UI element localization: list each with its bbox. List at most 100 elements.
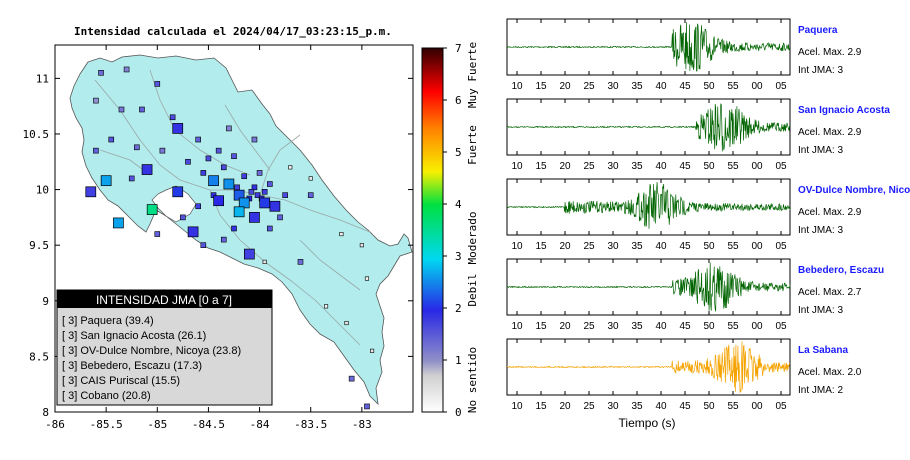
station-marker-small [93,97,99,104]
waveform-tick-label: 20 [559,241,571,252]
waveform-tick-label: 50 [703,161,715,172]
station-marker-small [231,153,237,160]
map-x-axis: -86 -85.5 -85 -84.5 -84 -83.5 -83 [45,45,372,431]
waveform-tick-label: 30 [607,81,619,92]
map-y-axis: 8 8.5 9 9.5 10 10.5 11 [23,72,413,419]
station-marker-small [93,147,99,154]
legend-entries: [ 3] Paquera (39.4) [ 3] San Ignacio Acos… [62,315,241,402]
waveform-tick-label: 05 [775,241,787,252]
waveform-tick-label: 55 [727,81,739,92]
station-marker-small [359,243,364,248]
waveform-tick-label: 40 [655,401,667,412]
station-marker-small [220,236,227,243]
station-accel: Acel. Max. 2.9 [798,47,862,58]
station-name: Bebedero, Escazu [798,265,884,276]
station-marker-small [118,106,125,113]
station-marker-small [262,259,267,264]
waveform-tick-label: 00 [751,81,763,92]
station-marker [85,186,97,198]
waveform-xlabel: Tiempo (s) [619,416,676,430]
station-marker [213,195,225,207]
waveform-tick-label: 05 [775,401,787,412]
station-marker [238,197,250,209]
station-jma: Int JMA: 3 [798,65,843,76]
colorbar-labels: No sentido Debil Moderado Fuerte Muy Fuerte [466,42,479,413]
station-marker-small [344,320,349,326]
waveform-tick-label: 40 [655,161,667,172]
station-marker [208,175,219,187]
colorbar-label: Fuerte [466,125,479,165]
waveform-tick-label: 20 [559,81,571,92]
waveform-tick-label: 15 [535,241,547,252]
waveform-tick-label: 25 [583,161,595,172]
station-marker [100,175,112,187]
station-marker [223,178,235,190]
station-marker-small [185,158,191,165]
map-x-tick-label: -83 [352,418,372,431]
waveform-tick-label: 45 [679,401,691,412]
station-name: Paquera [798,25,838,36]
legend-box [56,289,273,406]
colorbar-tick-label: 3 [455,250,462,263]
station-marker [141,164,153,175]
station-marker-small [248,189,255,195]
waveform-tick-label: 25 [583,321,595,332]
map-y-tick-label: 8 [42,406,49,419]
station-name: La Sabana [798,345,848,356]
gulf-of-nicoya [151,185,197,223]
waveform-tick-label: 25 [583,81,595,92]
map-x-tick-label: -85 [147,418,167,431]
land-area [69,54,413,406]
station-marker-small [308,176,313,181]
intensity-legend: INTENSIDAD JMA [0 a 7] [ 3] Paquera (39.… [56,289,273,406]
station-jma: Int JMA: 3 [798,225,843,236]
station-marker-small [139,106,145,113]
map-y-tick-label: 9.5 [29,239,49,252]
intensity-colorbar: 0 1 2 3 4 5 6 7 No sentido Debil Moderado Fuerte Mu… [421,42,479,419]
waveform-tick-label: 10 [511,401,523,412]
map-x-tick-label: -84.5 [192,418,225,431]
waveform-tick-label: 35 [631,241,643,252]
waveform-trace: 10 15 20 25 30 35 40 45 50 55 00 05 San Ignacio Acos… [506,98,890,172]
waveform-line [506,103,791,152]
station-marker [269,200,281,212]
legend-header [57,290,272,308]
waveform-tick-label: 15 [535,321,547,332]
colorbar-tick-label: 5 [455,146,462,159]
colorbar-label: No sentido [466,347,479,413]
station-marker-small [307,192,314,198]
waveform-tick-label: 25 [583,241,595,252]
waveform-tick-label: 45 [679,321,691,332]
station-marker-small [220,164,227,171]
waveform-tick-label: 15 [535,81,547,92]
colorbar-tick-label: 0 [455,406,462,419]
station-marker-small [200,242,207,248]
waveform-tick-label: 45 [679,81,691,92]
station-marker-small [134,144,140,151]
waveform-trace: 10 15 20 25 30 35 40 45 50 55 00 05 Paquera Acel. Max… [506,18,862,92]
waveform-tick-label: 55 [727,401,739,412]
station-marker-small [128,175,135,182]
station-marker [146,204,158,215]
legend-entry: [ 3] CAIS Puriscal (15.5) [62,375,180,387]
station-marker-small [348,375,355,382]
station-name: OV-Dulce Nombre, Nicoya [798,185,910,196]
station-marker-small [282,192,288,198]
waveform-tick-label: 40 [655,241,667,252]
waveform-tick-label: 30 [607,321,619,332]
station-marker-small [256,170,263,176]
waveform-tick-label: 50 [703,321,715,332]
station-marker-small [254,192,261,198]
waveform-tick-label: 05 [775,321,787,332]
legend-entry: [ 3] Paquera (39.4) [62,315,154,327]
station-marker-small [324,304,329,309]
station-marker-small [205,155,212,162]
station-marker-small [364,276,370,281]
station-marker [249,212,260,223]
legend-entry: [ 3] OV-Dulce Nombre, Nicoya (23.8) [62,345,241,357]
waveform-tick-label: 40 [655,321,667,332]
waveform-tick-label: 40 [655,81,667,92]
map-frame [54,44,414,413]
station-marker-small [261,189,268,195]
waveform-trace: 10 15 20 25 30 35 40 45 50 55 00 05 Bebedero, Escazu… [506,258,884,332]
